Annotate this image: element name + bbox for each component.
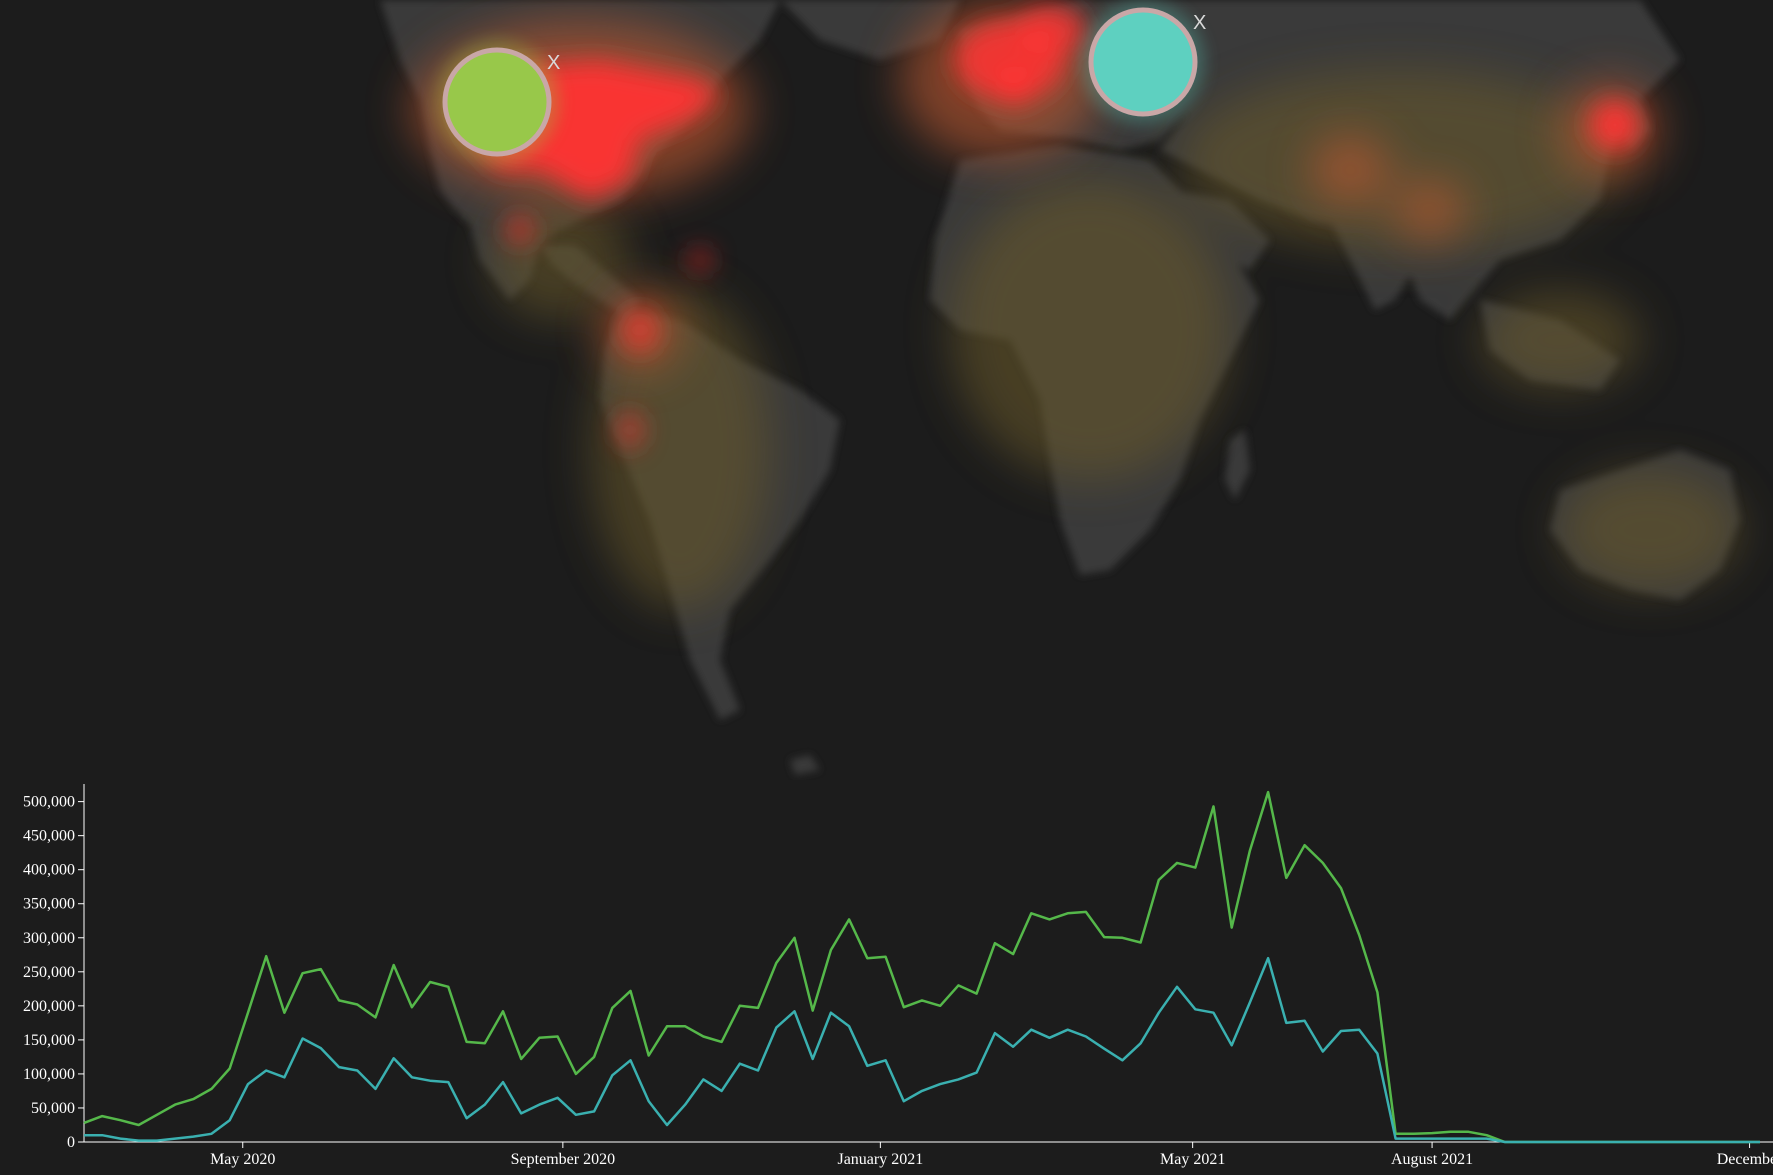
- series-line-1: [84, 956, 1760, 1144]
- marker-circle[interactable]: [1088, 7, 1198, 117]
- marker-north-america[interactable]: X: [435, 40, 560, 164]
- marker-layer: X X: [435, 0, 1206, 164]
- y-tick-label: 500,000: [23, 794, 75, 811]
- y-tick-label: 300,000: [23, 930, 75, 947]
- y-tick-label: 100,000: [23, 1066, 75, 1083]
- y-tick-label: 450,000: [23, 828, 75, 845]
- x-tick-label: December: [1717, 1151, 1773, 1168]
- land-antarctic-fragment: [790, 755, 820, 775]
- y-tick-label: 0: [67, 1134, 75, 1151]
- y-tick-label: 200,000: [23, 998, 75, 1015]
- x-tick-label: August 2021: [1391, 1151, 1473, 1168]
- world-heatmap[interactable]: X X: [0, 0, 1773, 780]
- heat-layer: [410, 0, 1740, 610]
- land-madagascar: [1225, 430, 1250, 500]
- y-tick-label: 250,000: [23, 964, 75, 981]
- y-tick-label: 150,000: [23, 1032, 75, 1049]
- marker-europe[interactable]: X: [1081, 0, 1206, 124]
- x-tick-label: May 2021: [1160, 1151, 1225, 1168]
- y-tick-label: 50,000: [31, 1100, 75, 1117]
- land-arabia: [1170, 190, 1270, 270]
- y-tick-label: 400,000: [23, 862, 75, 879]
- timeline-chart[interactable]: 0 50,000 100,000 150,000 200,000 250,000 300,0…: [0, 770, 1773, 1175]
- marker-close-button[interactable]: X: [547, 52, 560, 74]
- x-tick-label: May 2020: [210, 1151, 275, 1168]
- marker-close-button[interactable]: X: [1193, 12, 1206, 34]
- marker-circle[interactable]: [442, 47, 552, 157]
- y-tick-label: 350,000: [23, 896, 75, 913]
- series-layer: [83, 790, 1760, 1144]
- x-axis: May 2020 September 2020 January 2021 May 20…: [84, 1141, 1773, 1168]
- series-line-0: [83, 790, 1760, 1144]
- y-axis: 0 50,000 100,000 150,000 200,000 250,000 300,0…: [23, 784, 85, 1151]
- x-tick-label: September 2020: [511, 1151, 615, 1168]
- x-tick-label: January 2021: [837, 1151, 923, 1168]
